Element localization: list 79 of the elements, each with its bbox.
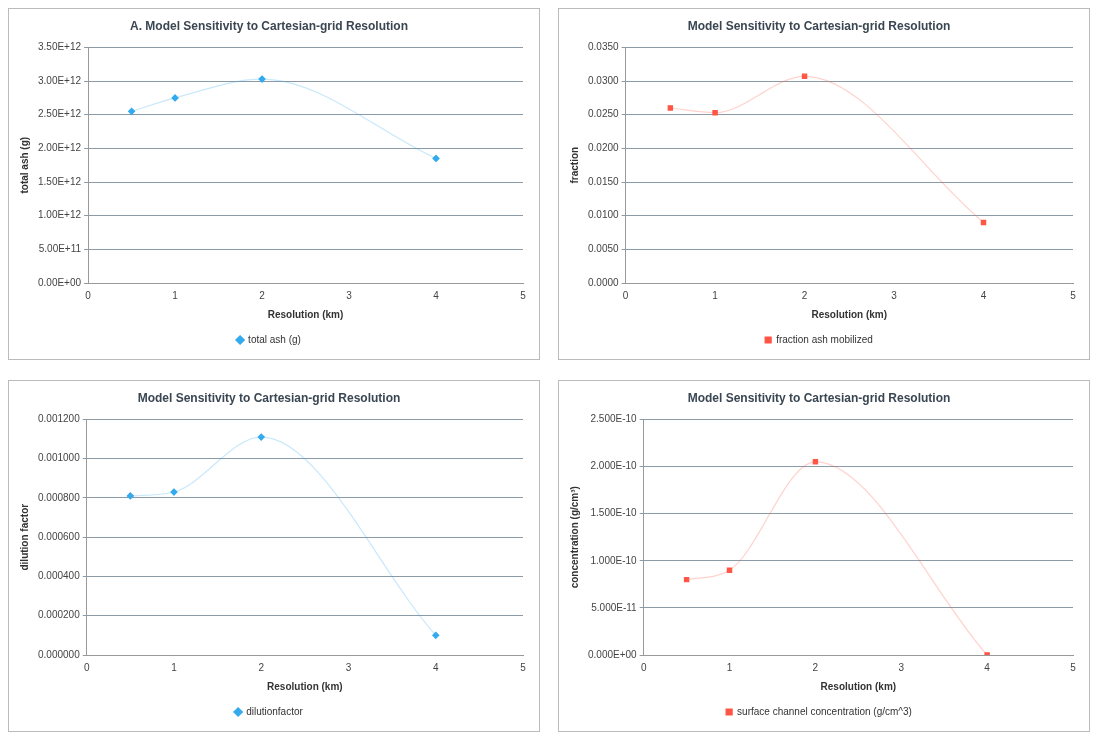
x-tick-label: 0 xyxy=(622,289,629,301)
x-tick-label: 1 xyxy=(726,661,733,673)
y-tick-label: 0.000E+00 xyxy=(587,648,638,660)
chart-title: Model Sensitivity to Cartesian-grid Resolution xyxy=(137,390,401,405)
x-tick-label: 3 xyxy=(346,289,353,301)
y-axis-title: fraction xyxy=(568,146,580,184)
x-tick-label: 5 xyxy=(520,289,527,301)
x-tick-label: 1 xyxy=(712,289,719,301)
point xyxy=(667,105,674,111)
x-tick-label: 4 xyxy=(984,661,991,673)
x-tick-label: 5 xyxy=(1070,289,1077,301)
x-axis-title: Resolution (km) xyxy=(811,308,888,320)
x-tick-label: 5 xyxy=(520,661,527,673)
y-tick-label: 2.000E-10 xyxy=(590,460,638,472)
chart-title: Model Sensitivity to Cartesian-grid Resolution xyxy=(687,390,951,405)
point xyxy=(257,433,265,441)
y-tick-label: 0.000800 xyxy=(37,491,81,503)
y-tick-label: 1.00E+12 xyxy=(37,209,82,221)
point xyxy=(432,631,440,639)
x-tick-label: 2 xyxy=(812,661,819,673)
y-tick-label: 0.000000 xyxy=(37,648,81,660)
y-axis-title: total ash (g) xyxy=(18,136,30,194)
legend-label: surface channel concentration (g/cm^3) xyxy=(737,705,912,717)
legend-label: total ash (g) xyxy=(248,333,301,345)
y-tick-label: 0.0300 xyxy=(587,74,620,86)
point xyxy=(712,109,718,116)
y-tick-label: 1.500E-10 xyxy=(590,507,638,519)
x-tick-label: 4 xyxy=(433,289,440,301)
y-tick-label: 1.50E+12 xyxy=(37,175,82,187)
point xyxy=(171,94,179,102)
x-axis-title: Resolution (km) xyxy=(820,680,897,692)
y-tick-label: 2.500E-10 xyxy=(590,413,638,425)
x-tick-label: 1 xyxy=(172,289,179,301)
x-tick-label: 2 xyxy=(258,661,265,673)
x-axis-title: Resolution (km) xyxy=(267,680,343,692)
y-tick-label: 3.50E+12 xyxy=(37,41,82,53)
y-tick-label: 5.00E+11 xyxy=(38,243,82,255)
x-tick-label: 2 xyxy=(259,289,266,301)
legend-label: dilutionfactor xyxy=(246,705,304,717)
x-tick-label: 2 xyxy=(801,289,808,301)
y-tick-label: 1.000E-10 xyxy=(590,554,638,566)
y-tick-label: 0.0250 xyxy=(587,108,620,120)
x-tick-label: 5 xyxy=(1070,661,1077,673)
chart-title: A. Model Sensitivity to Cartesian-grid Resolution xyxy=(129,18,409,33)
y-tick-label: 0.001000 xyxy=(37,452,81,464)
legend-label: fraction ash mobilized xyxy=(776,333,873,345)
y-tick-label: 0.000200 xyxy=(37,609,81,621)
x-tick-label: 3 xyxy=(891,289,898,301)
y-tick-label: 0.000600 xyxy=(37,530,81,542)
y-tick-label: 0.001200 xyxy=(37,413,81,425)
x-axis-title: Resolution (km) xyxy=(267,308,344,320)
y-tick-label: 0.0150 xyxy=(587,175,620,187)
x-tick-label: 0 xyxy=(83,661,90,673)
y-tick-label: 0.0200 xyxy=(587,142,620,154)
point xyxy=(170,488,178,496)
x-tick-label: 4 xyxy=(980,289,987,301)
y-tick-label: 2.50E+12 xyxy=(37,108,82,120)
point xyxy=(126,492,134,500)
x-tick-label: 0 xyxy=(640,661,647,673)
x-tick-label: 0 xyxy=(85,289,92,301)
point xyxy=(127,107,136,115)
y-tick-label: 0.0000 xyxy=(587,276,620,288)
x-tick-label: 4 xyxy=(432,661,439,673)
point xyxy=(432,154,440,163)
y-tick-label: 0.0100 xyxy=(587,209,620,221)
x-tick-label: 1 xyxy=(171,661,178,673)
y-tick-label: 0.0350 xyxy=(587,41,620,53)
y-tick-label: 0.000400 xyxy=(37,570,81,582)
x-tick-label: 3 xyxy=(898,661,905,673)
y-tick-label: 5.000E-11 xyxy=(591,601,638,613)
chart-title: Model Sensitivity to Cartesian-grid Resolution xyxy=(687,18,951,33)
y-tick-label: 0.0050 xyxy=(587,243,620,255)
point xyxy=(258,75,266,83)
y-axis-title: concentration (g/cm³) xyxy=(568,486,580,589)
y-tick-label: 0.00E+00 xyxy=(37,276,82,288)
y-tick-label: 2.00E+12 xyxy=(37,142,82,154)
y-axis-title: dilution factor xyxy=(18,503,30,571)
x-tick-label: 3 xyxy=(345,661,352,673)
y-tick-label: 3.00E+12 xyxy=(37,74,82,86)
